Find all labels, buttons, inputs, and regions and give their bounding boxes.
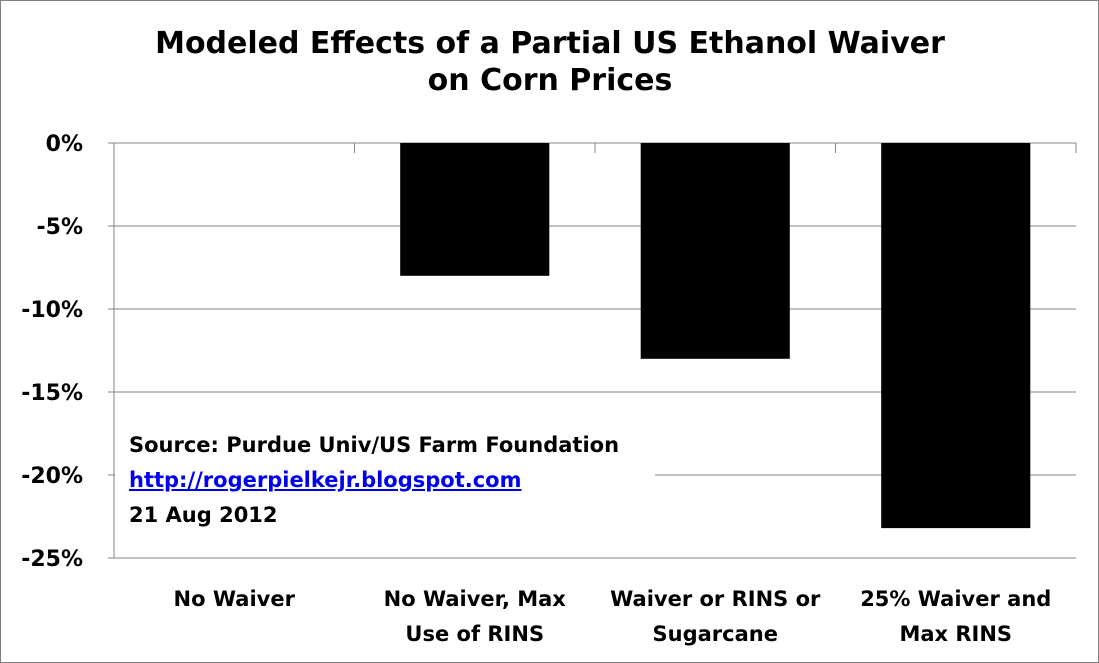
y-tick-label: -15% xyxy=(21,381,83,406)
chart-title: Modeled Effects of a Partial US Ethanol … xyxy=(155,26,945,98)
chart-title-line: Modeled Effects of a Partial US Ethanol … xyxy=(155,26,945,61)
x-category-label: 25% Waiver and xyxy=(860,587,1051,611)
chart-title-line: on Corn Prices xyxy=(428,63,673,98)
y-tick-label: -20% xyxy=(21,464,83,489)
y-tick-label: -5% xyxy=(37,215,83,240)
bar xyxy=(640,143,790,359)
x-category-label: Waiver or RINS or xyxy=(610,587,821,611)
x-category-label: Max RINS xyxy=(899,622,1012,646)
y-axis-tick-labels: 0% -5% -10% -15% -20% -25% xyxy=(21,132,83,572)
y-tick-label: 0% xyxy=(46,132,83,157)
date-text: 21 Aug 2012 xyxy=(129,503,278,527)
x-category-label: Use of RINS xyxy=(405,622,544,646)
y-tick-label: -25% xyxy=(21,547,83,572)
x-axis-category-labels: No Waiver No Waiver, Max Use of RINS Waiver… xyxy=(174,587,1052,646)
blog-link[interactable]: http://rogerpielkejr.blogspot.com xyxy=(129,468,522,492)
bars xyxy=(400,143,1031,529)
bar xyxy=(400,143,550,276)
y-tick-label: -10% xyxy=(21,298,83,323)
source-annotation: Source: Purdue Univ/US Farm Foundation h… xyxy=(115,420,655,540)
source-text: Source: Purdue Univ/US Farm Foundation xyxy=(129,433,620,457)
x-category-label: No Waiver xyxy=(174,587,296,611)
bar xyxy=(881,143,1031,529)
x-category-label: No Waiver, Max xyxy=(384,587,567,611)
x-category-label: Sugarcane xyxy=(653,622,778,646)
